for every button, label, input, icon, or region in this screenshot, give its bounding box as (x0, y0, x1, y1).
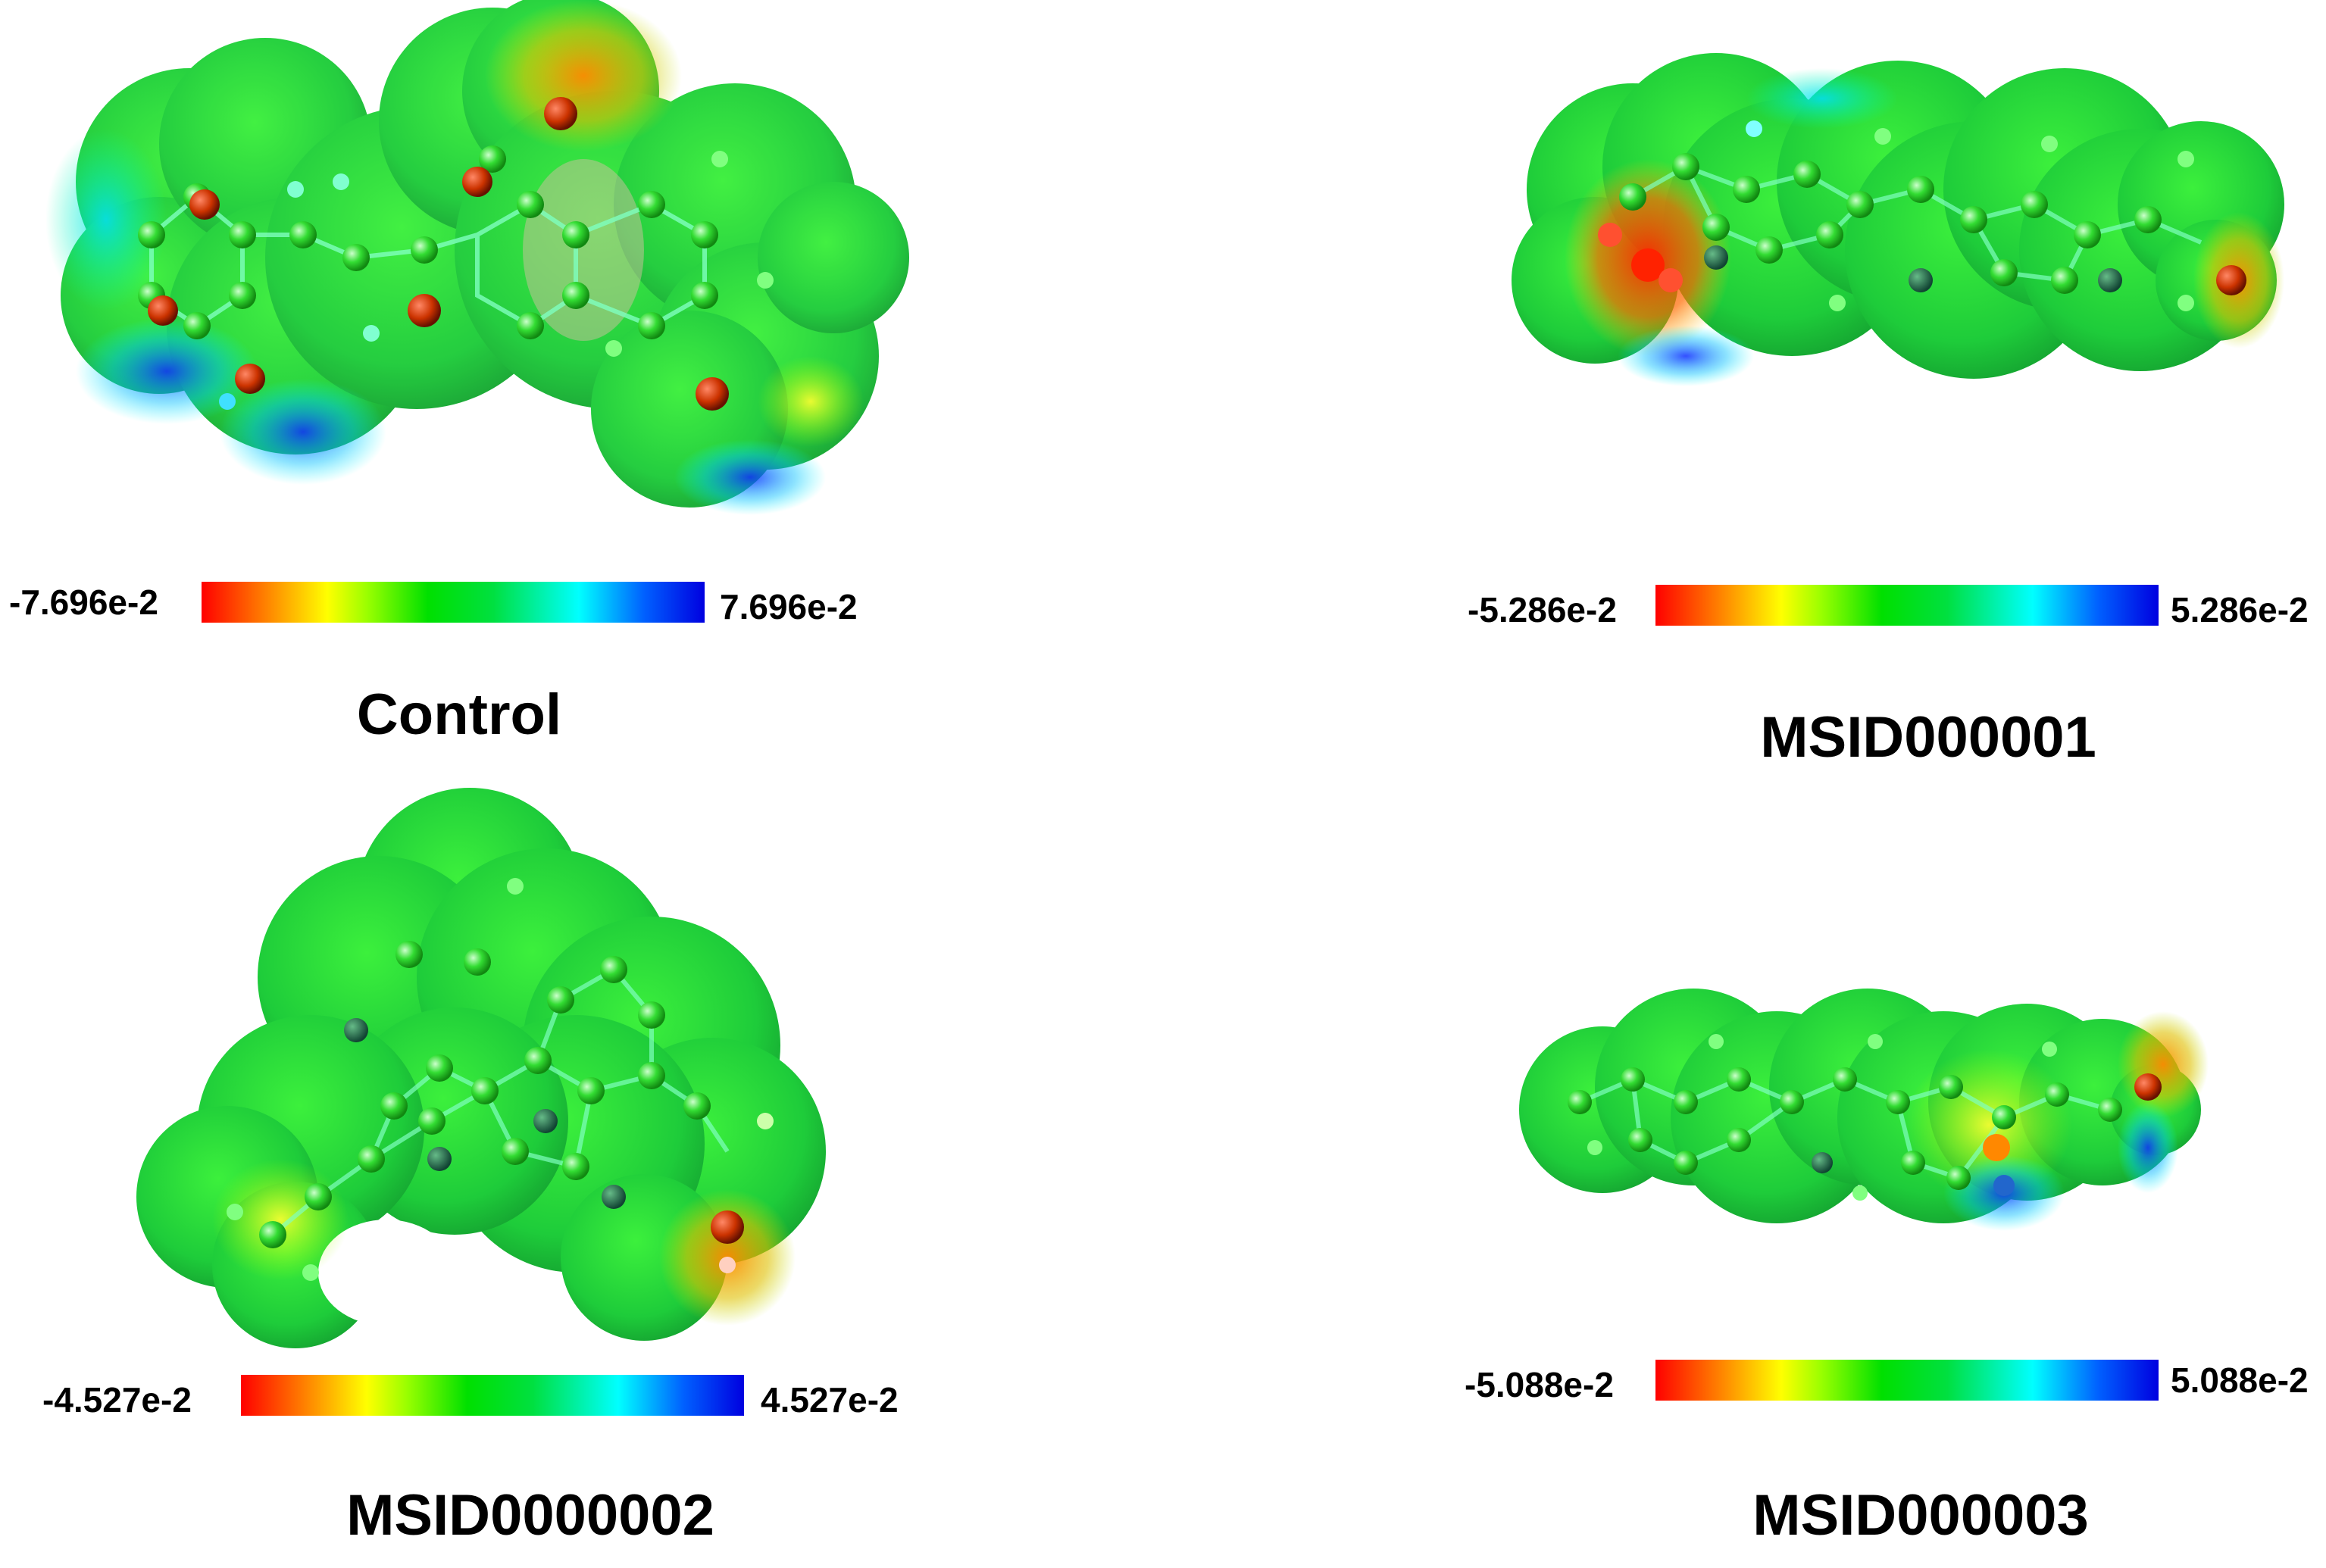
color-bar (1655, 585, 2159, 626)
mep-surface-msid000003 (1519, 989, 2209, 1231)
panel-msid000001: -5.286e-2 5.286e-2 MSID000001 (1163, 0, 2326, 784)
color-scale-control: -7.696e-2 7.696e-2 (0, 582, 909, 627)
panel-title-msid000003: MSID000003 (1752, 1483, 2089, 1548)
scale-min-label: -7.696e-2 (9, 583, 158, 622)
color-scale-msid000003: -5.088e-2 5.088e-2 (1163, 1360, 2326, 1405)
scale-max-label: 4.527e-2 (761, 1380, 899, 1420)
panel-msid000003: -5.088e-2 5.088e-2 MSID000003 (1163, 784, 2326, 1568)
scale-max-label: 5.286e-2 (2171, 590, 2309, 629)
color-bar (241, 1375, 744, 1416)
scale-min-label: -4.527e-2 (42, 1380, 192, 1420)
panel-title-msid0000002: MSID0000002 (346, 1483, 714, 1548)
panel-title-msid000001: MSID000001 (1760, 705, 2096, 770)
scale-min-label: -5.286e-2 (1468, 590, 1617, 629)
color-bar (1655, 1360, 2159, 1401)
color-scale-msid0000002: -4.527e-2 4.527e-2 (0, 1375, 985, 1420)
scale-max-label: 7.696e-2 (720, 587, 858, 626)
color-scale-msid000001: -5.286e-2 5.286e-2 (1163, 585, 2326, 630)
mep-surface-control (45, 0, 909, 515)
panel-control: -7.696e-2 7.696e-2 Control (0, 0, 1163, 784)
scale-min-label: -5.088e-2 (1465, 1365, 1614, 1404)
color-bar (202, 582, 705, 623)
scale-max-label: 5.088e-2 (2171, 1360, 2309, 1400)
mep-surface-msid000001 (1512, 53, 2284, 386)
mep-surface-msid0000002 (136, 788, 826, 1348)
panel-title-control: Control (356, 682, 562, 747)
panel-msid0000002: -4.527e-2 4.527e-2 MSID0000002 (0, 784, 1163, 1568)
